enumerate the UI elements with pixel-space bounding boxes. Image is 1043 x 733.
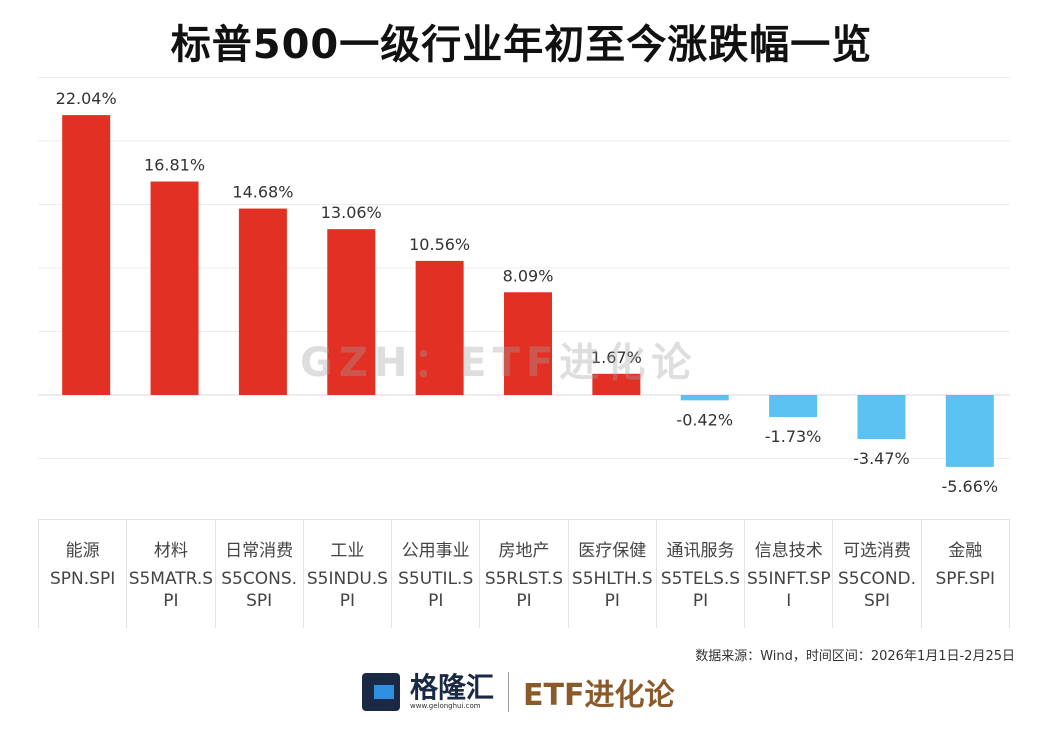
- category-code: S5INDU.SPI: [306, 569, 388, 611]
- bar: [680, 395, 729, 401]
- data-label: 22.04%: [56, 89, 117, 108]
- category-label: 房地产: [498, 541, 550, 561]
- category-column: 可选消费 S5COND.SPI: [832, 520, 920, 628]
- category-code: S5RLST.SPI: [484, 569, 564, 611]
- data-label: 8.09%: [503, 266, 554, 285]
- divider: [508, 672, 510, 712]
- category-label: 能源: [65, 541, 100, 561]
- category-column: 工业 S5INDU.SPI: [302, 520, 391, 628]
- gelonghui-logo-icon: [362, 673, 400, 711]
- category-label: 可选消费: [843, 541, 912, 561]
- category-column: 通讯服务 S5TELS.SPI: [655, 520, 744, 628]
- category-label: 日常消费: [225, 541, 294, 561]
- source-note: 数据来源：Wind，时间区间：2026年1月1日-2月25日: [695, 649, 1015, 664]
- chart-title: 标普500一级行业年初至今涨跌幅一览: [170, 22, 873, 68]
- category-label: 医疗保健: [578, 541, 647, 561]
- category-label: 通讯服务: [666, 541, 735, 561]
- bar: [592, 373, 641, 395]
- category-column: 材料 S5MATR.SPI: [126, 520, 214, 628]
- logo: 格隆汇 www.gelonghui.com ETF进化论: [362, 670, 674, 714]
- bar-chart: 22.04% 16.81% 14.68% 13.06% 10.56% 8.09% 1.67%…: [38, 77, 1010, 496]
- data-label: 10.56%: [409, 235, 470, 254]
- category-code: S5HLTH.SPI: [571, 569, 653, 611]
- category-column: 医疗保健 S5HLTH.SPI: [567, 520, 656, 628]
- brand-url: www.gelonghui.com: [410, 702, 481, 710]
- category-code: S5CONS.SPI: [221, 569, 298, 611]
- bar: [415, 260, 464, 395]
- data-label: -1.73%: [765, 427, 822, 446]
- category-label: 信息技术: [754, 541, 823, 561]
- category-code: SPF.SPI: [935, 569, 996, 589]
- category-code: S5COND.SPI: [837, 569, 917, 611]
- category-code: S5INFT.SPI: [746, 569, 831, 611]
- category-label: 材料: [153, 541, 188, 561]
- bar: [945, 395, 994, 467]
- category-column: 金融 SPF.SPI: [920, 520, 1010, 628]
- data-label: 14.68%: [232, 183, 293, 202]
- category-code: S5UTIL.SPI: [398, 569, 474, 611]
- category-code: S5TELS.SPI: [660, 569, 741, 611]
- category-label: 工业: [330, 541, 365, 561]
- category-column: 信息技术 S5INFT.SPI: [744, 520, 832, 628]
- category-table: 能源 SPN.SPI 材料 S5MATR.SPI 日常消费 S5CONS.SPI 工业 S5I…: [38, 519, 1010, 628]
- data-label: -3.47%: [853, 449, 910, 468]
- data-label: 1.67%: [591, 348, 642, 367]
- category-code: S5MATR.SPI: [128, 569, 214, 611]
- category-column: 房地产 S5RLST.SPI: [479, 520, 567, 628]
- bar: [769, 395, 818, 417]
- bar: [504, 292, 552, 395]
- bar: [238, 208, 287, 395]
- category-code: SPN.SPI: [50, 569, 116, 589]
- bar: [150, 181, 199, 395]
- data-label: 16.81%: [144, 156, 205, 175]
- category-label: 金融: [948, 541, 983, 561]
- bar: [62, 115, 111, 395]
- category-column: 能源 SPN.SPI: [38, 520, 126, 628]
- data-label: -5.66%: [942, 477, 999, 496]
- brand-name: 格隆汇: [410, 671, 495, 704]
- category-label: 公用事业: [401, 541, 470, 561]
- category-column: 日常消费 S5CONS.SPI: [214, 520, 303, 628]
- data-label: 13.06%: [321, 203, 382, 222]
- bar: [857, 395, 906, 440]
- etf-brand: ETF进化论: [523, 678, 675, 713]
- bar: [327, 229, 376, 395]
- watermark: GZH：ETF进化论: [300, 340, 698, 386]
- category-column: 公用事业 S5UTIL.SPI: [391, 520, 479, 628]
- data-label: -0.42%: [676, 410, 733, 429]
